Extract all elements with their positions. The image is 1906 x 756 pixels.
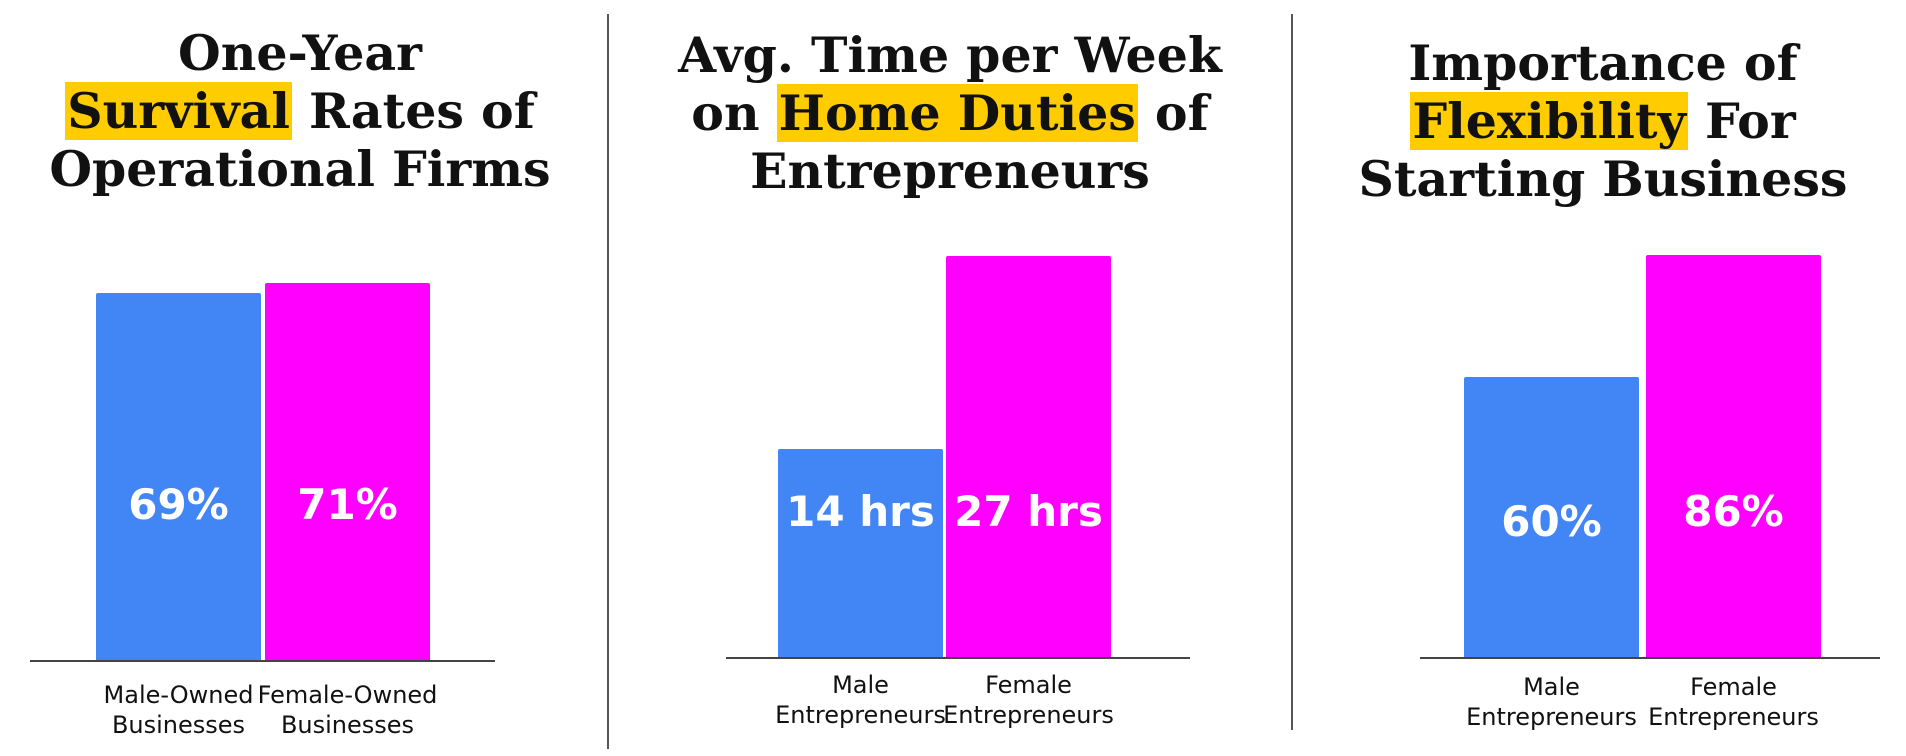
category-label-line: Businesses — [111, 711, 246, 739]
category-label-line: Female — [985, 671, 1072, 699]
bar-value-label: 60% — [1501, 497, 1602, 546]
chart-panel: Importance of Flexibility For Starting Bus… — [1300, 0, 1906, 756]
title-text: Avg. Time per Week — [678, 26, 1222, 84]
category-label-line: Businesses — [280, 711, 415, 739]
category-label-line: Female-Owned — [257, 681, 438, 709]
bar-male — [96, 293, 261, 660]
title-highlight: Survival — [65, 82, 292, 140]
bar-value-label: 27 hrs — [954, 487, 1103, 536]
panel-divider — [607, 14, 609, 749]
category-label-line: Entrepreneurs — [1648, 703, 1819, 731]
chart-title: Avg. Time per Week on Home Duties of Entre… — [610, 26, 1290, 200]
category-label-line: Male — [1523, 673, 1580, 701]
chart-title-line: Survival Rates of — [0, 82, 600, 140]
category-label: Female Entrepreneurs — [926, 670, 1131, 730]
category-label-line: Female — [1690, 673, 1777, 701]
chart-title-line: Operational Firms — [0, 140, 600, 198]
chart-panel: Avg. Time per Week on Home Duties of Entre… — [610, 0, 1290, 756]
chart-title: One-Year Survival Rates of Operational Fir… — [0, 24, 600, 198]
chart-title-line: Importance of — [1300, 34, 1906, 92]
category-label-line: Male — [832, 671, 889, 699]
category-label-line: Entrepreneurs — [943, 701, 1114, 729]
category-label: Female-Owned Businesses — [245, 680, 450, 740]
x-axis-line — [726, 657, 1190, 659]
x-axis-line — [1420, 657, 1880, 659]
chart-title-line: Entrepreneurs — [610, 142, 1290, 200]
panel-divider — [1291, 14, 1293, 730]
category-label-line: Male-Owned — [103, 681, 254, 709]
title-text: One-Year — [178, 24, 422, 82]
bar-value-label: 14 hrs — [786, 487, 935, 536]
bar-value-label: 69% — [128, 480, 229, 529]
title-text: on — [691, 84, 777, 142]
chart-panel: One-Year Survival Rates of Operational Fir… — [0, 0, 600, 756]
chart-title: Importance of Flexibility For Starting Bus… — [1300, 34, 1906, 208]
bar-male — [778, 449, 943, 657]
title-highlight: Home Duties — [776, 84, 1138, 142]
title-text: of — [1137, 84, 1209, 142]
x-axis-line — [30, 660, 495, 662]
bar-male — [1464, 377, 1639, 657]
category-label-line: Entrepreneurs — [1466, 703, 1637, 731]
category-label: Male Entrepreneurs — [758, 670, 963, 730]
title-text: Importance of — [1408, 34, 1798, 92]
bar-value-label: 86% — [1683, 487, 1784, 536]
category-label: Female Entrepreneurs — [1626, 672, 1841, 732]
chart-title-line: Avg. Time per Week — [610, 26, 1290, 84]
bar-female — [265, 283, 430, 660]
title-text: Entrepreneurs — [750, 142, 1150, 200]
chart-title-line: on Home Duties of — [610, 84, 1290, 142]
category-label-line: Entrepreneurs — [775, 701, 946, 729]
title-text: Rates of — [291, 82, 535, 140]
title-highlight: Flexibility — [1410, 92, 1688, 150]
bar-value-label: 71% — [297, 480, 398, 529]
bar-female — [946, 256, 1111, 657]
chart-title-line: Flexibility For — [1300, 92, 1906, 150]
category-label: Male-Owned Businesses — [76, 680, 281, 740]
chart-title-line: Starting Business — [1300, 150, 1906, 208]
category-label: Male Entrepreneurs — [1444, 672, 1659, 732]
chart-title-line: One-Year — [0, 24, 600, 82]
title-text: Starting Business — [1358, 150, 1848, 208]
title-text: Operational Firms — [49, 140, 551, 198]
bar-female — [1646, 255, 1821, 657]
title-text: For — [1687, 92, 1796, 150]
